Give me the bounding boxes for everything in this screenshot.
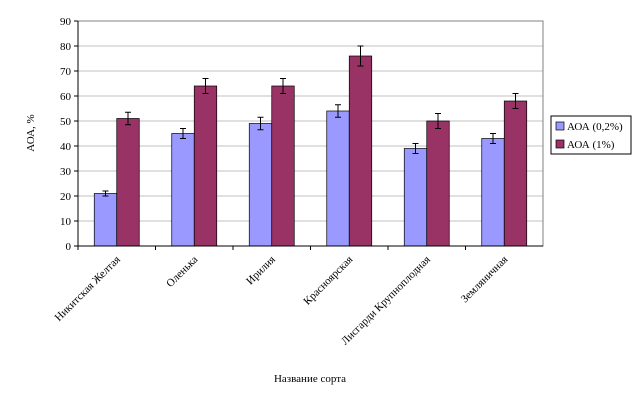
- x-tick-label: Никитская Желтая: [53, 254, 123, 324]
- bar: [403, 148, 428, 247]
- bar: [93, 193, 118, 247]
- bar: [326, 110, 350, 247]
- legend-swatch: [555, 139, 565, 149]
- bar: [503, 100, 528, 247]
- error-bar: [180, 128, 186, 139]
- legend-label: АОА (1%): [567, 139, 615, 151]
- y-axis-label: АОА, %: [25, 114, 37, 151]
- error-bar: [335, 104, 341, 118]
- error-bar: [280, 78, 286, 94]
- legend-swatch: [555, 121, 565, 131]
- y-tick-label: 40: [60, 141, 72, 153]
- error-bar: [102, 190, 109, 197]
- y-tick-label: 90: [60, 16, 72, 28]
- bar: [426, 120, 450, 247]
- x-tick-label: Оленька: [164, 254, 200, 290]
- error-bar: [512, 93, 519, 109]
- error-bar: [412, 143, 419, 154]
- x-tick-label: Лисгарди Крупноплодная: [339, 254, 433, 348]
- y-tick-label: 80: [60, 41, 72, 53]
- x-tick-label: Ирилия: [244, 254, 278, 288]
- bar: [193, 85, 218, 247]
- x-tick-label: Красноярская: [301, 254, 355, 308]
- x-tick-label: Земляничная: [459, 254, 511, 306]
- y-tick-label: 20: [60, 191, 72, 203]
- bar: [481, 138, 505, 247]
- bar: [248, 123, 273, 247]
- y-tick-label: 30: [60, 166, 72, 178]
- bar: [116, 118, 140, 247]
- error-bar: [257, 116, 264, 131]
- error-bar: [125, 111, 131, 126]
- x-axis-label: Название сорта: [274, 373, 346, 385]
- bar: [271, 85, 295, 247]
- bar: [348, 55, 373, 247]
- plot-border: [77, 20, 544, 247]
- y-tick-label: 70: [60, 66, 72, 78]
- bar: [171, 133, 195, 247]
- y-tick-label: 10: [60, 216, 72, 228]
- y-tick-label: 0: [66, 241, 72, 253]
- error-bar: [357, 45, 364, 67]
- error-bar: [435, 113, 441, 129]
- y-tick-label: 50: [60, 116, 72, 128]
- error-bar: [202, 78, 209, 94]
- error-bar: [490, 133, 496, 144]
- y-tick-label: 60: [60, 91, 72, 103]
- legend-label: АОА (0,2%): [567, 121, 623, 133]
